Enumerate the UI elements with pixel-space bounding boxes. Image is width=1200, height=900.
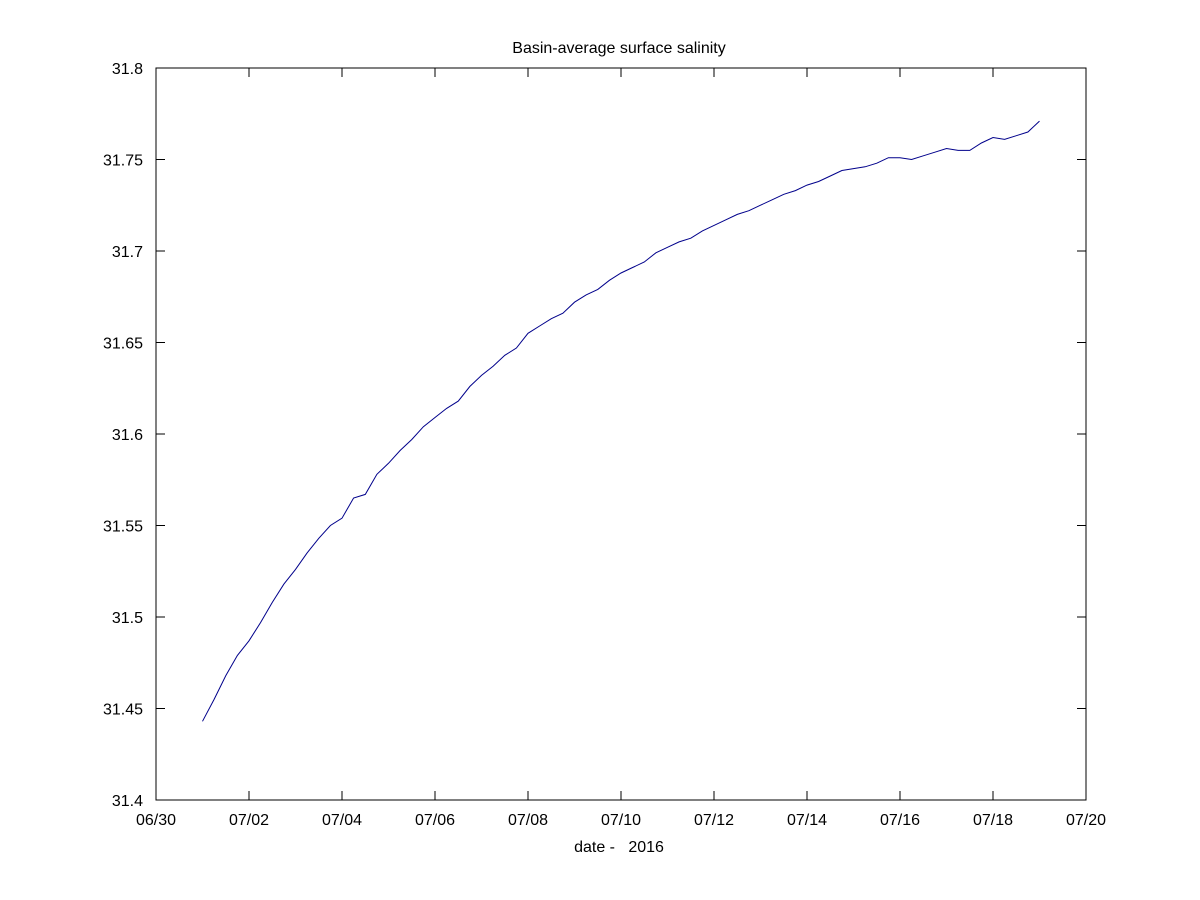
y-tick-label: 31.8 bbox=[112, 61, 143, 78]
x-tick-label: 07/08 bbox=[508, 812, 548, 829]
y-tick-label: 31.65 bbox=[103, 336, 143, 353]
x-tick-label: 07/18 bbox=[973, 812, 1013, 829]
x-tick-label: 07/12 bbox=[694, 812, 734, 829]
y-tick-label: 31.45 bbox=[103, 702, 143, 719]
chart-title: Basin-average surface salinity bbox=[512, 40, 725, 57]
x-tick-label: 06/30 bbox=[136, 812, 176, 829]
x-tick-label: 07/20 bbox=[1066, 812, 1106, 829]
x-tick-label: 07/04 bbox=[322, 812, 362, 829]
y-tick-label: 31.7 bbox=[112, 244, 143, 261]
y-tick-label: 31.6 bbox=[112, 427, 143, 444]
x-tick-label: 07/10 bbox=[601, 812, 641, 829]
x-tick-label: 07/02 bbox=[229, 812, 269, 829]
y-tick-label: 31.55 bbox=[103, 519, 143, 536]
y-tick-label: 31.4 bbox=[112, 793, 143, 810]
y-tick-label: 31.5 bbox=[112, 610, 143, 627]
y-tick-label: 31.75 bbox=[103, 153, 143, 170]
x-tick-label: 07/14 bbox=[787, 812, 827, 829]
series-line-salinity bbox=[202, 120, 1040, 722]
x-axis-ticks: 06/30 07/02 07/04 07/06 07/08 07/10 07/12 07/14… bbox=[136, 68, 1106, 829]
x-tick-label: 07/06 bbox=[415, 812, 455, 829]
y-axis-ticks: 31.4 31.45 31.5 31.55 31.6 31.65 31.7 31.75 31.8 bbox=[103, 61, 1086, 810]
x-tick-label: 07/16 bbox=[880, 812, 920, 829]
x-axis-label: date - 2016 bbox=[574, 839, 664, 856]
